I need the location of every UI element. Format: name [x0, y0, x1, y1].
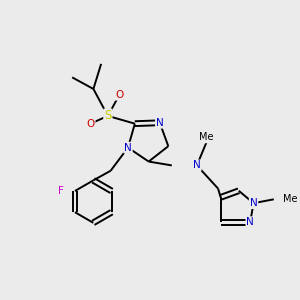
Text: S: S [104, 110, 112, 122]
Text: N: N [124, 142, 132, 153]
Text: O: O [115, 90, 124, 100]
Text: N: N [250, 198, 257, 208]
Text: O: O [86, 118, 94, 129]
Text: N: N [246, 217, 254, 227]
Text: F: F [58, 186, 64, 196]
Text: N: N [193, 160, 201, 170]
Text: Me: Me [199, 133, 214, 142]
Text: N: N [156, 118, 164, 128]
Text: Me: Me [284, 194, 298, 204]
